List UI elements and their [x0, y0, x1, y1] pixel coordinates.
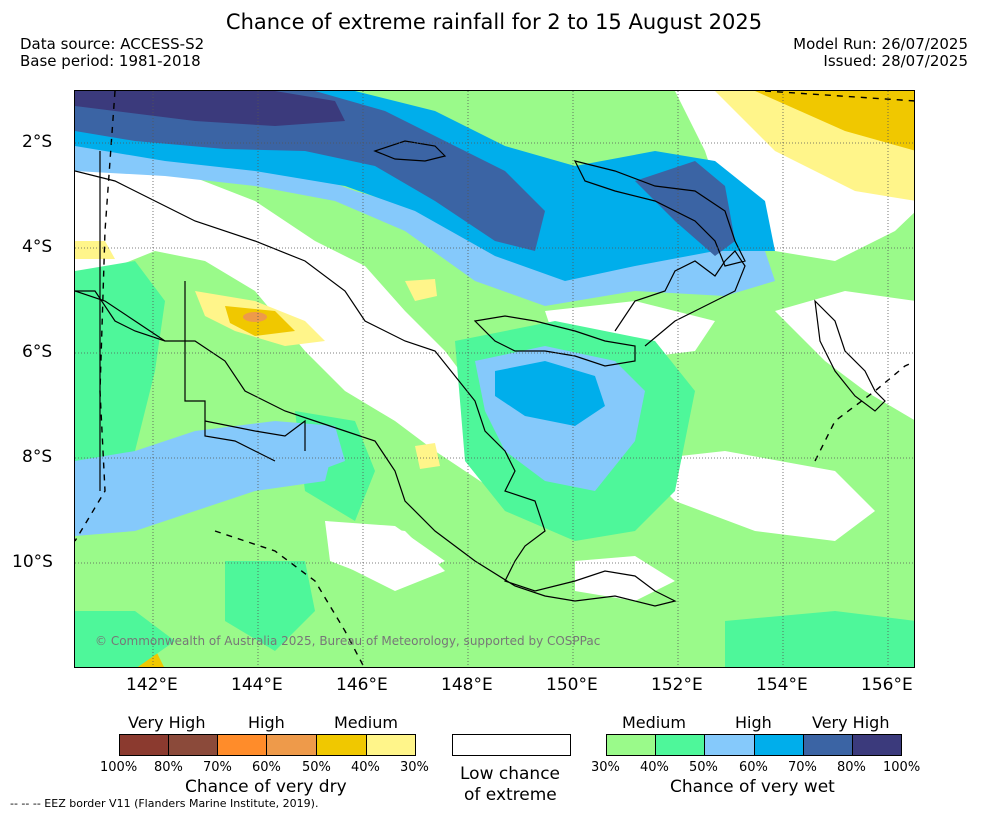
lon-label-156e: 156°E — [861, 675, 913, 695]
dry-pct-50: 50% — [302, 760, 331, 775]
dry-swatch-80-70 — [168, 734, 218, 756]
lat-label-6s: 6°S — [22, 342, 53, 362]
low-chance-swatch — [452, 734, 571, 756]
wet-pct-40: 40% — [640, 760, 669, 775]
wet-swatch-50-60 — [704, 734, 755, 756]
dry-pct-80: 80% — [154, 760, 183, 775]
dry-level-very-high: Very High — [128, 713, 206, 732]
lon-label-144e: 144°E — [231, 675, 283, 695]
data-source: Data source: ACCESS-S2 — [20, 35, 205, 53]
lon-label-152e: 152°E — [651, 675, 703, 695]
dry-pct-30: 30% — [400, 760, 429, 775]
model-run: Model Run: 26/07/2025 — [793, 35, 968, 53]
dry-swatch-40-30 — [366, 734, 416, 756]
dry-level-medium: Medium — [334, 713, 398, 732]
wet-level-high: High — [735, 713, 772, 732]
dry-legend-caption: Chance of very dry — [185, 777, 347, 797]
wet-level-very-high: Very High — [812, 713, 890, 732]
lon-label-148e: 148°E — [441, 675, 493, 695]
wet-swatch-70-80 — [803, 734, 853, 756]
lat-label-8s: 8°S — [22, 447, 53, 467]
lon-label-150e: 150°E — [546, 675, 598, 695]
dry-pct-70: 70% — [203, 760, 232, 775]
low-chance-caption-1: Low chance — [460, 764, 560, 784]
wet-legend-caption: Chance of very wet — [670, 777, 835, 797]
map-title: Chance of extreme rainfall for 2 to 15 A… — [225, 10, 763, 34]
wet-swatch-60-70 — [754, 734, 804, 756]
rainfall-map: © Commonwealth of Australia 2025, Bureau… — [74, 90, 915, 668]
low-chance-caption-2: of extreme — [464, 785, 557, 805]
lat-label-4s: 4°S — [22, 237, 53, 257]
lon-label-142e: 142°E — [126, 675, 178, 695]
wet-swatch-80-100 — [852, 734, 902, 756]
lat-label-2s: 2°S — [22, 132, 53, 152]
dry-pct-40: 40% — [351, 760, 380, 775]
wet-pct-50: 50% — [689, 760, 718, 775]
wet-pct-100: 100% — [883, 760, 921, 775]
dry-level-high: High — [248, 713, 285, 732]
dry-swatch-100-80 — [119, 734, 169, 756]
wet-swatch-40-50 — [655, 734, 705, 756]
wet-pct-70: 70% — [788, 760, 817, 775]
wet-pct-30: 30% — [591, 760, 620, 775]
dry-pct-100: 100% — [100, 760, 138, 775]
dry-swatch-50-40 — [316, 734, 367, 756]
lon-label-154e: 154°E — [756, 675, 808, 695]
wet-pct-60: 60% — [739, 760, 768, 775]
copyright-notice: © Commonwealth of Australia 2025, Bureau… — [95, 634, 601, 648]
dry-swatch-60-50 — [266, 734, 317, 756]
wet-pct-80: 80% — [837, 760, 866, 775]
wet-level-medium: Medium — [622, 713, 686, 732]
dry-pct-60: 60% — [252, 760, 281, 775]
base-period: Base period: 1981-2018 — [20, 52, 201, 70]
map-canvas — [75, 91, 914, 667]
dry-swatch-70-60 — [217, 734, 267, 756]
issued-date: Issued: 28/07/2025 — [823, 52, 968, 70]
lat-label-10s: 10°S — [12, 552, 53, 572]
wet-swatch-30-40 — [606, 734, 656, 756]
eez-border-note: -- -- -- EEZ border V11 (Flanders Marine… — [10, 797, 319, 810]
lon-label-146e: 146°E — [336, 675, 388, 695]
